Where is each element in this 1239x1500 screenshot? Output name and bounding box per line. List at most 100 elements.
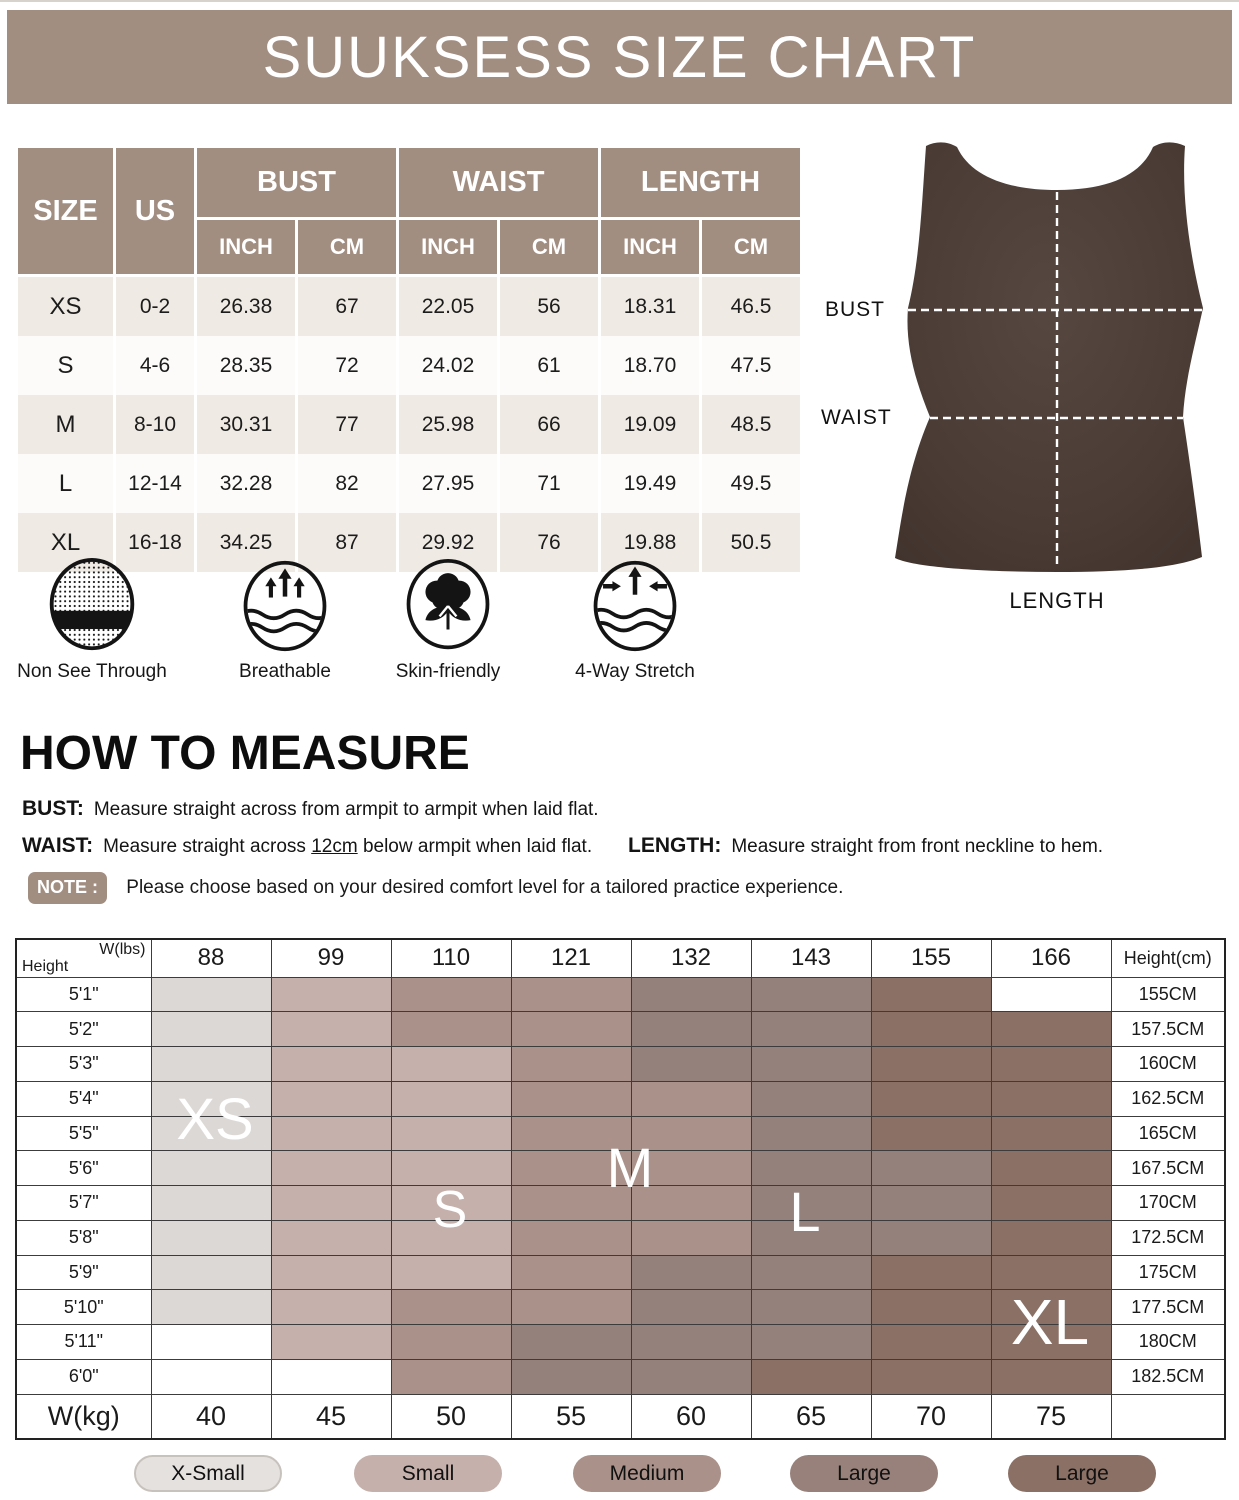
weight-lbs-header: 99 [270,938,392,978]
height-cm-value: 165CM [1110,1115,1226,1152]
zone-cell-l [750,1046,872,1082]
height-label: 6'0" [15,1358,152,1395]
length-inch-header: INCH [598,217,702,277]
weight-lbs-header: 110 [390,938,512,978]
zone-cell-s [270,976,392,1013]
zone-cell-l [750,1185,872,1221]
feature-non-see-through: Non See Through [2,556,182,683]
size-cell-us: 4-6 [113,336,197,395]
breathable-icon [243,560,327,652]
zone-cell-xl [870,976,992,1013]
zone-cell-l [750,1219,872,1256]
zone-cell-xl [870,1324,992,1360]
zone-cell-s [390,1046,512,1082]
height-cm-value: 162.5CM [1110,1080,1226,1117]
zone-cell-l [750,1011,872,1047]
zone-cell-xl [750,1358,872,1395]
garment-figure: BUST WAIST LENGTH [795,130,1239,620]
height-label: 5'6" [15,1150,152,1186]
waist-12cm-underlined: 12cm [311,836,358,857]
size-cell-waist_cm: 76 [497,513,601,572]
height-label: 5'11" [15,1324,152,1360]
zone-cell-xs [150,1011,272,1047]
zone-cell-m [390,1324,512,1360]
weight-lbs-header: 121 [510,938,632,978]
zone-cell-m [510,1080,632,1117]
size-chart-table: SIZE US BUST WAIST LENGTH INCH CM INCH C… [15,145,803,572]
zone-cell-xl [990,1011,1112,1047]
matrix-row: 6'0" 182.5CM [15,1358,1226,1395]
matrix-row: 5'6" 167.5CM [15,1150,1226,1186]
zone-cell-l [750,1289,872,1325]
size-cell-len_in: 19.88 [598,513,702,572]
size-table-body: XS 0-2 26.38 67 22.05 56 18.31 46.5 S 4-6 28.35 72 2… [15,275,803,572]
non-see-through-icon [49,558,135,651]
matrix-row: 5'7" 170CM [15,1185,1226,1221]
weight-kg-value: 60 [630,1393,752,1440]
bust-instruction: BUST: Measure straight across from armpit… [22,797,599,821]
zone-cell-s [270,1254,392,1291]
zone-cell-l [870,1185,992,1221]
bust-instruction-text: Measure straight across from armpit to a… [93,799,599,820]
legend-pill-small-1: Small [354,1455,502,1492]
size-cell-waist_in: 22.05 [396,275,500,336]
height-label: 5'10" [15,1289,152,1325]
note-text: Please choose based on your desired comf… [126,877,844,898]
zone-cell-l [630,1011,752,1047]
size-cell-size: L [15,454,116,513]
zone-cell-xs [150,1219,272,1256]
zone-cell-l [510,1358,632,1395]
size-cell-waist_in: 24.02 [396,336,500,395]
weight-lbs-corner-label: W(lbs) [99,941,146,958]
size-cell-bust_in: 34.25 [194,513,298,572]
size-cell-size: M [15,395,116,454]
zone-cell-xl [870,1046,992,1082]
legend-pill-large-3: Large [790,1455,938,1492]
figure-waist-label: WAIST [821,406,892,429]
zone-cell-m [630,1080,752,1117]
zone-cell-m [510,1185,632,1221]
size-cell-us: 12-14 [113,454,197,513]
size-cell-bust_cm: 67 [295,275,399,336]
matrix-row: 5'11" 180CM [15,1324,1226,1360]
zone-cell-s [270,1150,392,1186]
zone-cell-xl [990,1115,1112,1152]
size-cell-len_cm: 48.5 [699,395,803,454]
zone-cell-xl [870,1115,992,1152]
waist-instruction-pre: Measure straight across [103,836,312,857]
zone-cell-s [270,1289,392,1325]
zone-cell-m [510,1254,632,1291]
zone-cell-m [630,1150,752,1186]
zone-cell-l [630,1254,752,1291]
page-title: SUUKSESS SIZE CHART [262,24,977,90]
zone-cell-xl [870,1080,992,1117]
weight-kg-value: 75 [990,1393,1112,1440]
height-cm-value: 175CM [1110,1254,1226,1291]
zone-cell-xl [990,1080,1112,1117]
weight-kg-value: 50 [390,1393,512,1440]
feature-label: Non See Through [17,661,167,682]
zone-cell-w [150,1358,272,1395]
size-table-row: M 8-10 30.31 77 25.98 66 19.09 48.5 [15,395,803,454]
zone-cell-s [270,1219,392,1256]
zone-cell-l [630,1289,752,1325]
zone-cell-xl [990,1150,1112,1186]
legend-pill-x-small-0: X-Small [134,1455,282,1492]
size-cell-len_in: 19.49 [598,454,702,513]
height-label: 5'4" [15,1080,152,1117]
weight-lbs-header: 143 [750,938,872,978]
matrix-row: 5'2" 157.5CM [15,1011,1226,1047]
matrix-body: 5'1" 155CM 5'2" 157.5CM 5'3" 160CM 5'4" 162.5CM… [15,976,1226,1395]
height-corner-label: Height [22,957,69,975]
zone-cell-l [750,1150,872,1186]
zone-cell-xl [870,1289,992,1325]
feature-icons-row: Non See Through Breathable [15,556,805,696]
height-cm-value: 182.5CM [1110,1358,1226,1395]
size-cell-size: S [15,336,116,395]
zone-cell-s [270,1080,392,1117]
weight-lbs-header: 166 [990,938,1112,978]
zone-cell-l [630,1046,752,1082]
height-cm-header: Height(cm) [1110,938,1226,978]
size-cell-us: 16-18 [113,513,197,572]
